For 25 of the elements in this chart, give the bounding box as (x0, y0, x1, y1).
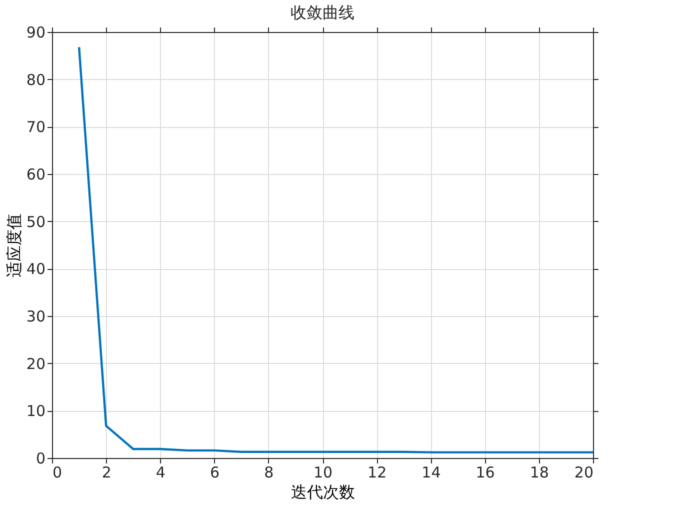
x-tick-label: 16 (476, 464, 495, 482)
x-tick-label: 8 (264, 464, 274, 482)
y-tick-label: 0 (36, 450, 46, 468)
y-tick-label: 30 (26, 308, 46, 326)
y-tick-label: 50 (26, 212, 46, 231)
x-tick-label: 12 (368, 464, 387, 482)
y-axis-title: 适应度值 (4, 214, 24, 278)
y-tick-label: 40 (26, 260, 46, 278)
x-tick-label: 14 (422, 464, 441, 482)
x-tick-label: 10 (313, 464, 333, 482)
y-tick-label: 70 (26, 118, 46, 136)
x-tick-label: 4 (156, 464, 166, 482)
line-series (78, 46, 594, 454)
x-tick-label: 6 (210, 464, 220, 482)
y-tick-label: 90 (26, 24, 46, 42)
x-tick-label: 0 (52, 464, 62, 482)
x-tick-label: 2 (102, 464, 112, 482)
y-tick-label: 20 (26, 354, 46, 373)
y-tick-label: 60 (26, 166, 46, 184)
x-axis-title: 迭代次数 (291, 482, 355, 502)
y-tick-label: 80 (26, 70, 46, 89)
y-tick-label: 10 (26, 402, 46, 420)
x-tick-label: 20 (574, 464, 594, 482)
x-tick-label: 18 (530, 464, 549, 482)
chart-title: 收敛曲线 (290, 3, 354, 22)
